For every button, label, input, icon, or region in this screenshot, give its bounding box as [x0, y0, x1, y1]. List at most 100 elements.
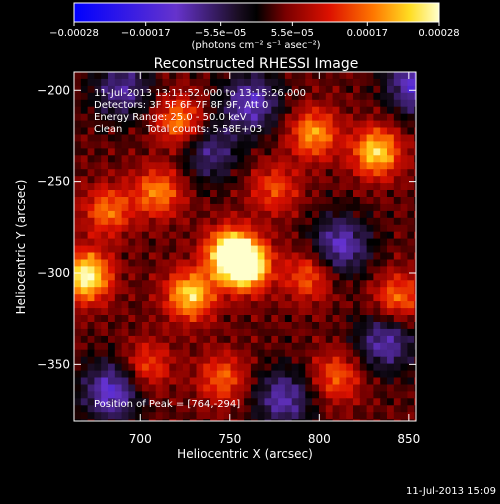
heatmap-cell [176, 155, 184, 163]
heatmap-cell [407, 280, 415, 288]
heatmap-cell [421, 385, 428, 393]
heatmap-cell [74, 92, 82, 101]
heatmap-cell [87, 85, 95, 94]
heatmap-cell [101, 398, 109, 406]
annotation-energy: Energy Range: 25.0 - 50.0 keV [94, 112, 247, 123]
heatmap-cell [230, 197, 238, 205]
heatmap-cell [257, 190, 266, 198]
heatmap-cell [325, 335, 334, 344]
heatmap-cell [278, 183, 286, 191]
heatmap-cell [421, 176, 428, 184]
heatmap-cell [291, 85, 300, 94]
heatmap-cell [80, 398, 89, 406]
heatmap-cell [101, 322, 109, 330]
heatmap-cell [135, 231, 143, 240]
heatmap-cell [407, 377, 415, 385]
heatmap-cell [176, 328, 184, 337]
heatmap-cell [244, 224, 252, 233]
heatmap-cell [210, 301, 218, 309]
heatmap-cell [203, 287, 211, 295]
heatmap-cell [169, 210, 177, 219]
heatmap-cell [298, 217, 306, 226]
heatmap-cell [284, 183, 293, 191]
heatmap-cell [359, 259, 368, 267]
heatmap-cell [196, 106, 204, 115]
heatmap-cell [121, 99, 129, 108]
heatmap-cell [189, 280, 198, 288]
heatmap-cell [257, 106, 266, 115]
heatmap-cell [155, 259, 164, 267]
heatmap-cell [359, 370, 368, 379]
heatmap-cell [366, 280, 374, 288]
heatmap-cell [373, 113, 381, 122]
heatmap-cell [216, 266, 225, 274]
heatmap-cell [101, 370, 109, 379]
heatmap-cell [414, 99, 416, 108]
heatmap-cell [169, 141, 177, 149]
heatmap-cell [332, 120, 340, 129]
heatmap-cell [203, 238, 211, 247]
heatmap-cell [325, 190, 334, 198]
heatmap-cell [353, 162, 361, 170]
heatmap-cell [421, 294, 428, 302]
heatmap-cell [223, 370, 232, 379]
heatmap-cell [108, 169, 116, 177]
heatmap-cell [271, 169, 279, 177]
heatmap-cell [121, 280, 129, 288]
heatmap-cell [121, 203, 129, 212]
heatmap-cell [94, 217, 102, 226]
heatmap-cell [169, 356, 177, 365]
heatmap-cell [291, 203, 300, 212]
heatmap-cell [114, 322, 123, 330]
heatmap-cell [284, 287, 293, 295]
heatmap-cell [114, 356, 123, 365]
heatmap-cell [319, 363, 327, 372]
heatmap-cell [101, 134, 109, 142]
heatmap-cell [101, 127, 109, 135]
heatmap-cell [244, 370, 252, 379]
heatmap-cell [210, 127, 218, 135]
heatmap-cell [346, 377, 354, 385]
heatmap-cell [244, 245, 252, 254]
heatmap-cell [393, 72, 402, 80]
heatmap-cell [148, 398, 157, 406]
heatmap-cell [189, 210, 198, 219]
heatmap-cell [325, 252, 334, 260]
heatmap-cell [182, 412, 191, 420]
heatmap-cell [366, 127, 374, 135]
heatmap-cell [101, 273, 109, 281]
heatmap-cell [169, 72, 177, 80]
heatmap-cell [155, 328, 164, 337]
heatmap-cell [223, 224, 232, 233]
heatmap-cell [414, 342, 416, 351]
heatmap-cell [380, 127, 388, 135]
heatmap-cell [325, 301, 334, 309]
heatmap-cell [380, 217, 388, 226]
heatmap-cell [421, 364, 428, 372]
heatmap-cell [128, 349, 136, 358]
heatmap-cell [414, 294, 416, 302]
heatmap-cell [87, 176, 95, 184]
heatmap-cell [421, 114, 428, 122]
heatmap-cell [298, 210, 306, 219]
heatmap-cell [189, 398, 198, 406]
heatmap-cell [216, 349, 225, 358]
heatmap-cell [87, 162, 95, 170]
heatmap-cell [94, 391, 102, 399]
heatmap-cell [257, 162, 266, 170]
heatmap-cell [169, 245, 177, 254]
heatmap-cell [189, 412, 198, 420]
heatmap-cell [407, 203, 415, 212]
heatmap-cell [339, 384, 347, 392]
heatmap-cell [291, 342, 300, 351]
heatmap-cell [305, 328, 313, 337]
heatmap-cell [298, 419, 306, 421]
heatmap-cell [421, 211, 428, 219]
heatmap-cell [210, 92, 218, 101]
heatmap-cell [155, 252, 164, 260]
heatmap-cell [346, 322, 354, 330]
heatmap-cell [305, 176, 313, 184]
heatmap-cell [142, 224, 150, 233]
heatmap-cell [94, 294, 102, 302]
heatmap-cell [312, 328, 320, 337]
